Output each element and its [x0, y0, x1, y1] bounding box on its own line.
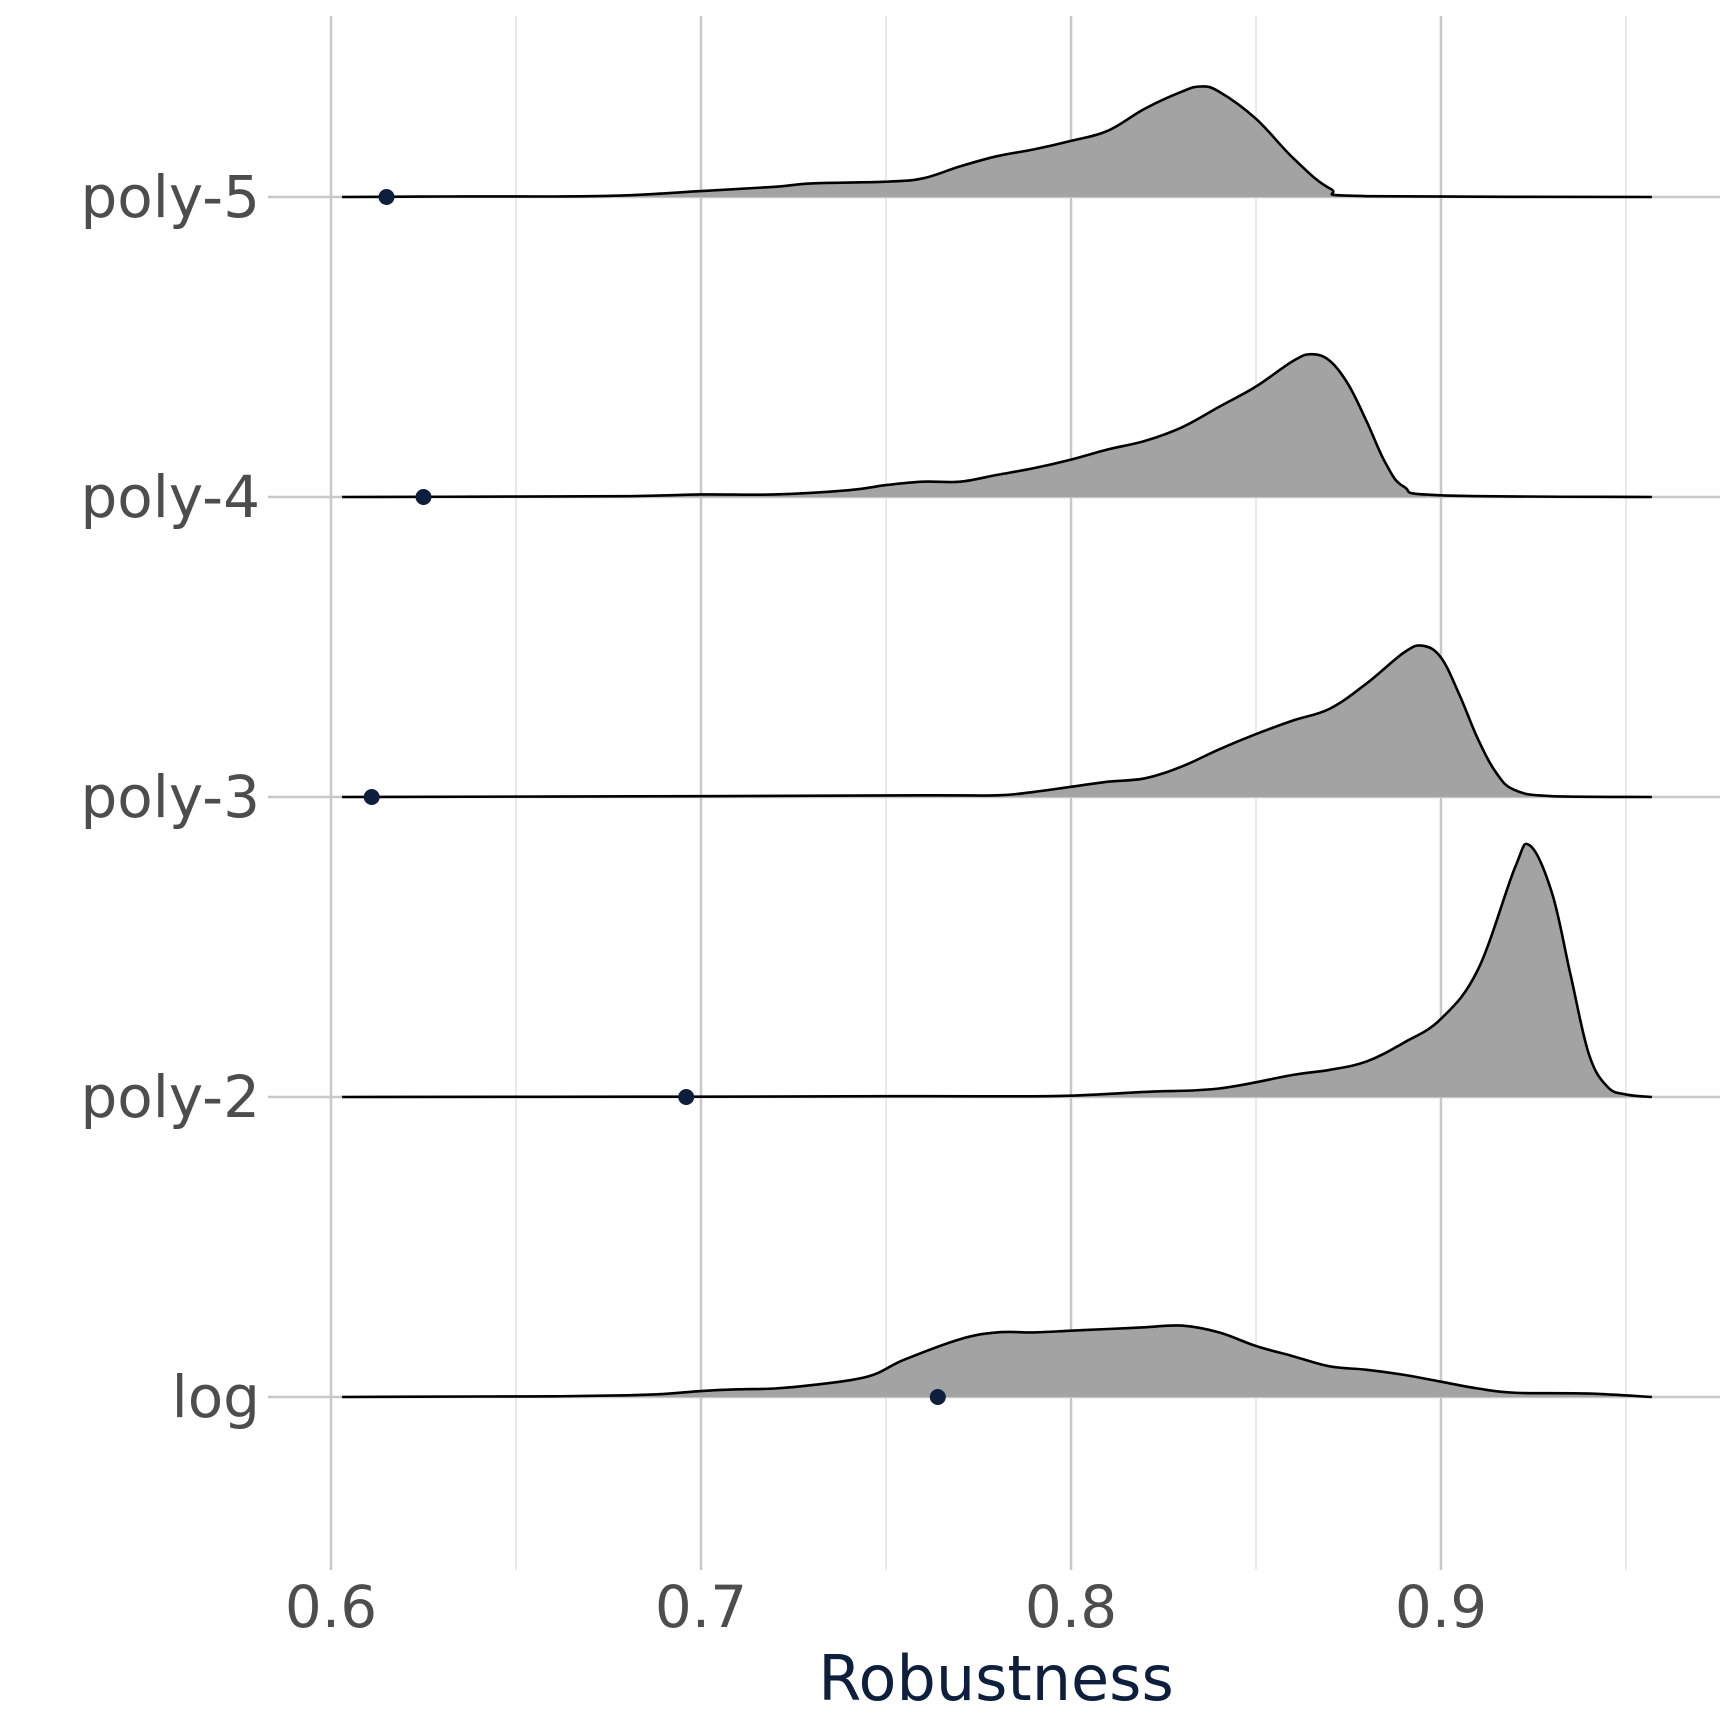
y-tick-label: log [172, 1363, 260, 1431]
density-fill-poly-4 [342, 354, 1652, 497]
y-tick-label: poly-2 [80, 1063, 260, 1131]
density-line-poly-4 [342, 352, 1652, 499]
x-tick-labels: 0.6 0.7 0.8 0.9 [285, 1573, 1487, 1641]
y-tick-label: poly-5 [80, 163, 260, 231]
density-ridges [342, 85, 1653, 1399]
x-tick-label: 0.9 [1395, 1573, 1487, 1641]
summary-points [363, 189, 946, 1405]
x-tick-label: 0.8 [1025, 1573, 1117, 1641]
x-tick-label: 0.6 [285, 1573, 377, 1641]
y-tick-labels: log poly-2 poly-3 poly-4 poly-5 [80, 163, 260, 1431]
y-tick-label: poly-4 [80, 463, 260, 531]
summary-point-poly-2 [678, 1089, 695, 1105]
density-fill-poly-3 [342, 645, 1652, 797]
density-line-log [342, 1324, 1652, 1399]
summary-point-poly-5 [378, 189, 395, 205]
density-line-poly-5 [342, 85, 1652, 199]
x-axis-title: Robustness [818, 1642, 1174, 1715]
density-fill-poly-2 [342, 843, 1652, 1097]
x-tick-label: 0.7 [655, 1573, 747, 1641]
y-tick-label: poly-3 [80, 763, 260, 831]
density-fill-poly-5 [342, 86, 1652, 197]
density-line-poly-3 [342, 644, 1652, 799]
density-line-poly-2 [342, 842, 1653, 1099]
summary-point-poly-4 [415, 489, 432, 505]
summary-point-poly-3 [363, 789, 380, 805]
density-fill-log [342, 1325, 1652, 1397]
summary-point-log [929, 1389, 946, 1405]
